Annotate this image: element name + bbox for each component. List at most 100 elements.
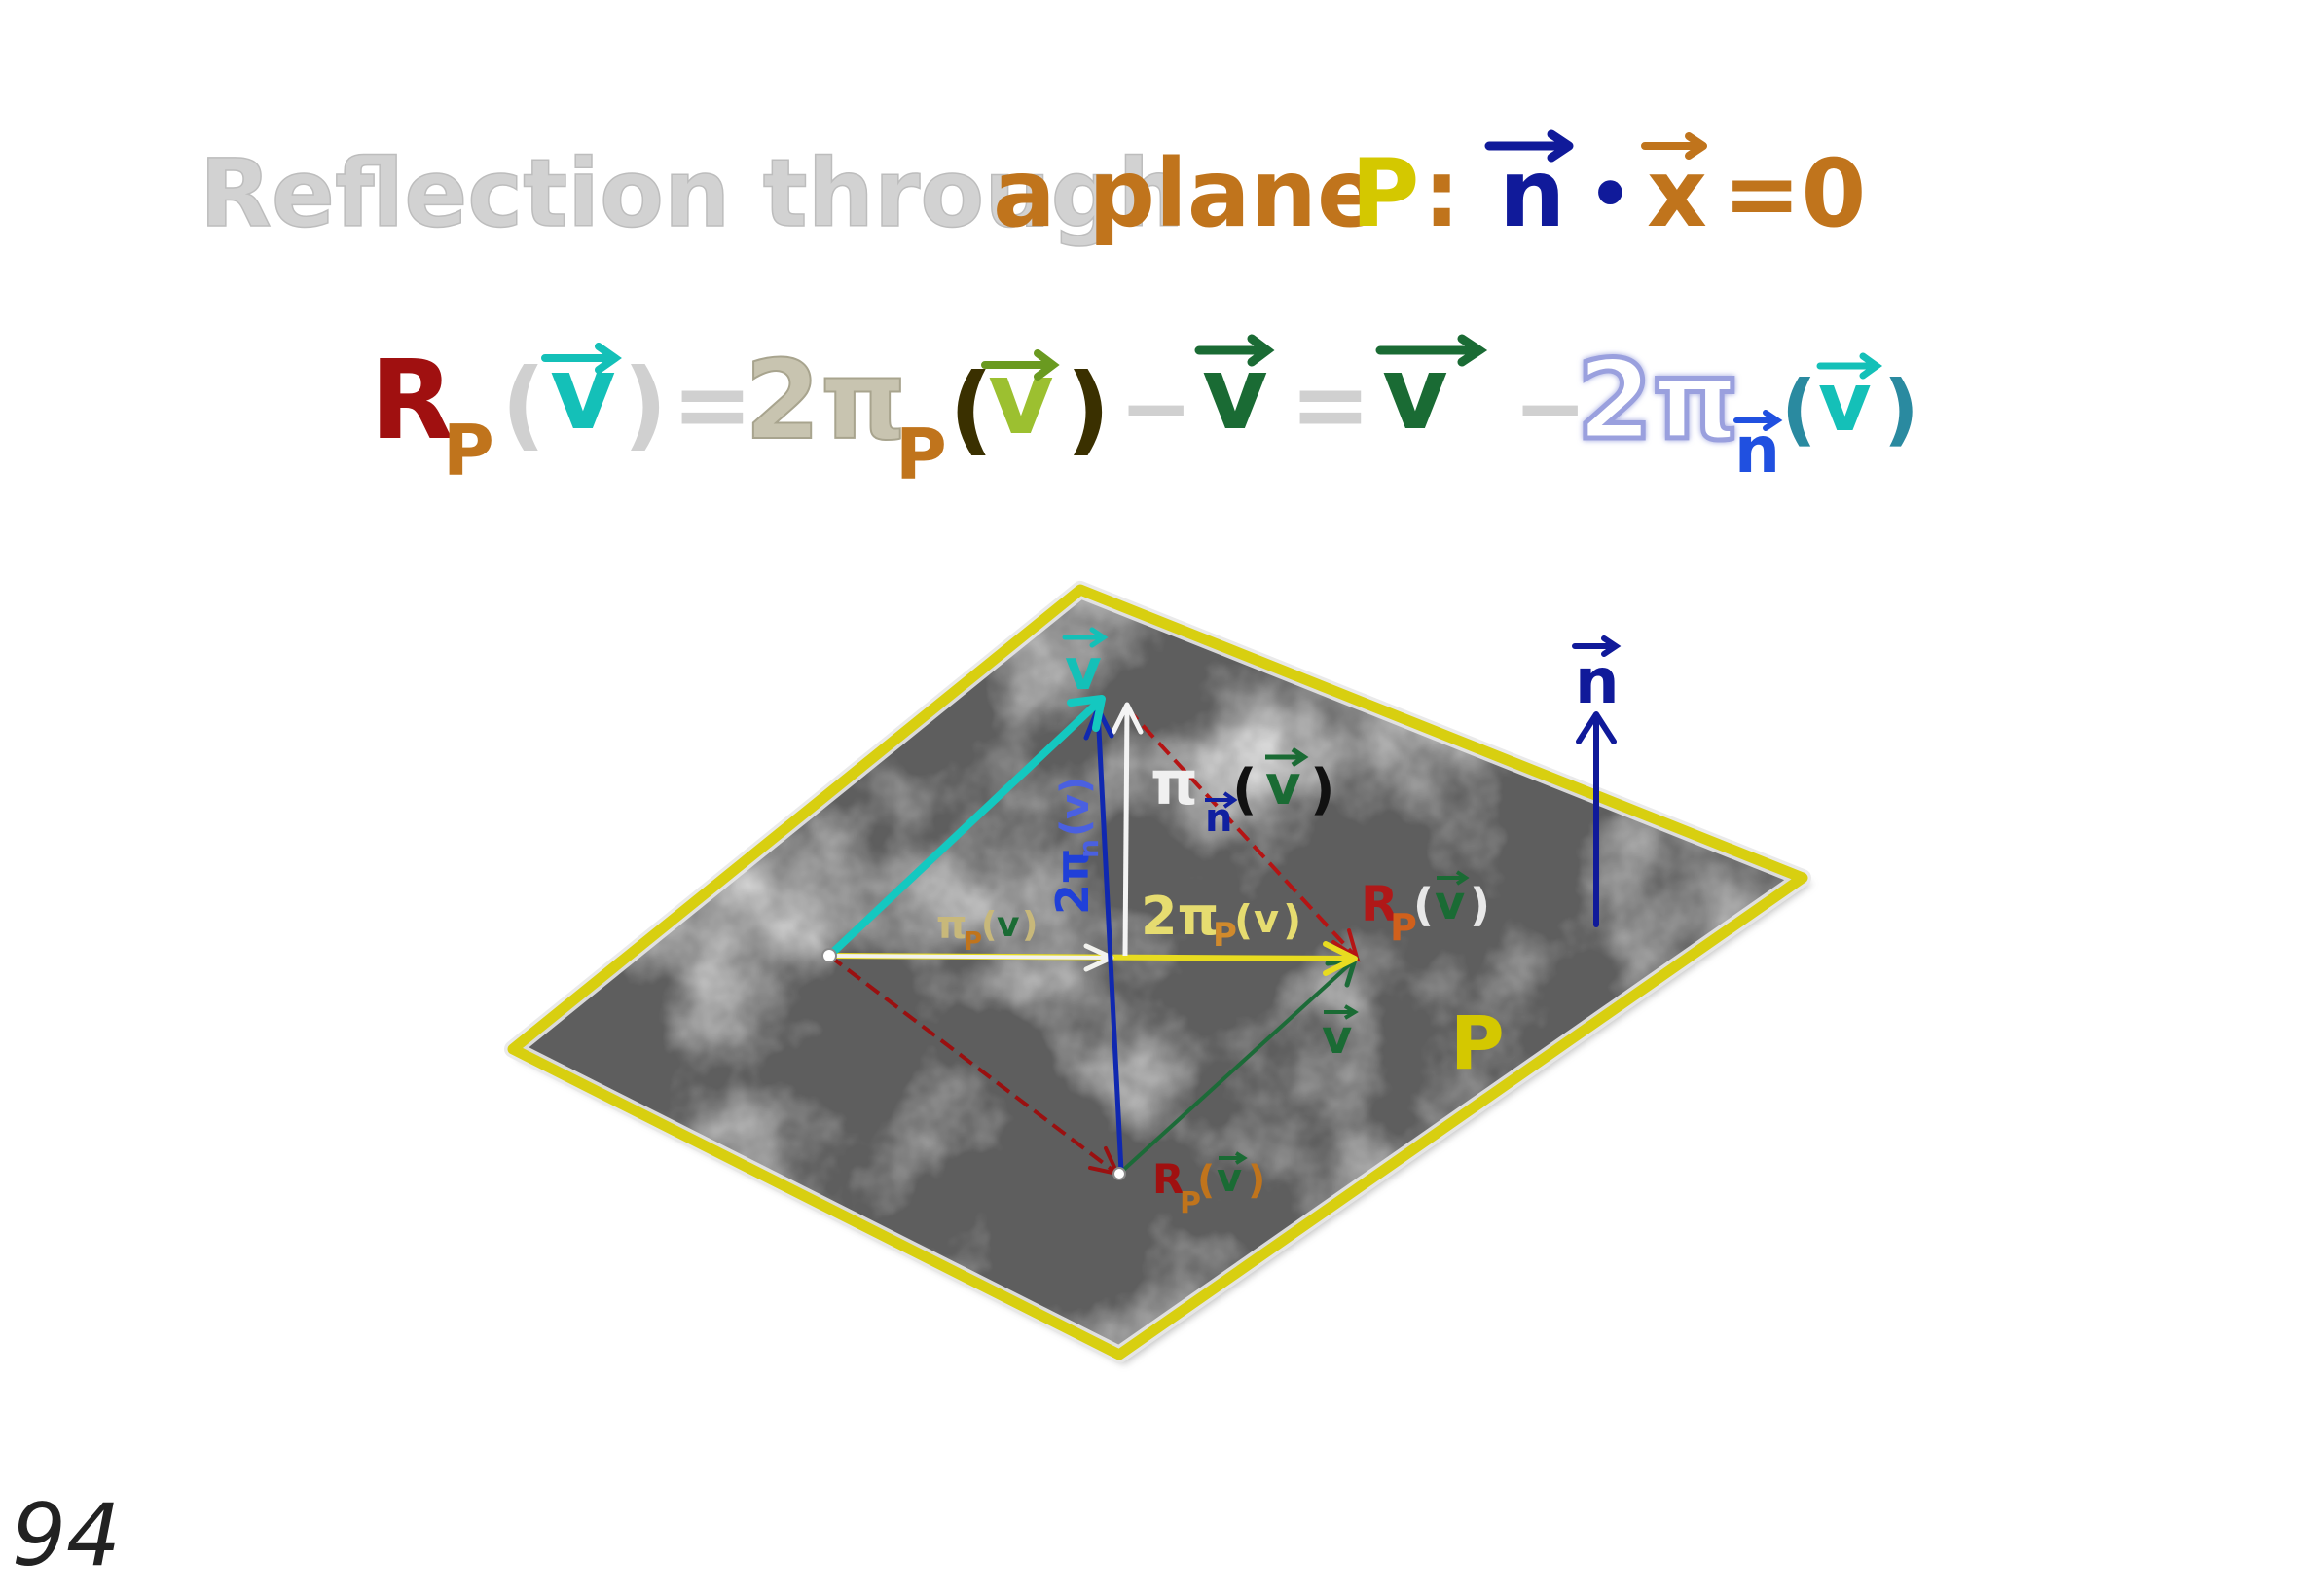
- svg-text:): ): [1310, 758, 1335, 821]
- formula-lparen-2: (: [949, 352, 994, 466]
- vector-arrow-icon: [1324, 1004, 1359, 1020]
- svg-text:2π: 2π: [1141, 886, 1219, 947]
- arrowhead-icon: [1323, 941, 1358, 976]
- title-dot: •: [1588, 155, 1632, 235]
- vector-arrow-icon: [1205, 791, 1238, 809]
- vector-arrow-icon: [1572, 635, 1622, 657]
- title-a-plane: a plane: [993, 139, 1380, 248]
- title-normal-vector: n: [1484, 129, 1574, 248]
- formula-v-4: v: [1375, 334, 1488, 453]
- svg-text:(: (: [1232, 758, 1258, 821]
- formula-rparen-1: ): [623, 347, 668, 461]
- vector-arrow-icon: [1816, 352, 1883, 380]
- formula-lparen-1: (: [501, 347, 546, 461]
- label-v-top: v: [1062, 627, 1109, 703]
- svg-text:v: v: [997, 905, 1019, 945]
- svg-text:v: v: [1254, 897, 1279, 942]
- page-number: 94: [12, 1485, 121, 1585]
- svg-text:v: v: [1065, 636, 1102, 703]
- svg-text:π: π: [1150, 747, 1198, 818]
- plane-yellow-border: [507, 584, 1808, 1360]
- svg-text:n: n: [1073, 839, 1105, 858]
- formula-lparen-3: (: [1781, 364, 1817, 454]
- svg-text:v: v: [1322, 1010, 1352, 1065]
- svg-text:π: π: [936, 903, 967, 948]
- formula-v-1: v: [541, 334, 622, 453]
- label-pi-P-v: π P ( v ): [936, 903, 1038, 957]
- formula-v-3: v: [1194, 334, 1275, 453]
- vector-arrow-icon: [1375, 334, 1488, 367]
- vector-arrow-icon: [1062, 627, 1109, 648]
- svg-text:): ): [1248, 1158, 1265, 1203]
- reflected-point: [1112, 1167, 1126, 1180]
- vector-arrow-icon: [981, 349, 1060, 381]
- svg-text:): ): [1470, 879, 1490, 931]
- title-x-vector: x: [1641, 132, 1707, 248]
- vector-arrow-icon: [1219, 1151, 1248, 1165]
- normal-vector-n: n: [1572, 635, 1622, 927]
- label-R-P-v-bottom: R P ( v ): [1152, 1151, 1265, 1220]
- vector-arrow-icon: [1641, 132, 1707, 160]
- label-pi-n-v: π n ( v ): [1150, 746, 1335, 841]
- svg-text:(: (: [1413, 879, 1434, 931]
- normal-n-label: n: [1575, 646, 1620, 718]
- formula-2pi-n: 2π: [1577, 338, 1739, 464]
- arrowhead-icon: [1067, 695, 1106, 732]
- vector-arrow-icon: [541, 343, 622, 374]
- diagram-labels: v π n ( v ) 2π n ( v ) π P ( v ): [936, 627, 1505, 1220]
- formula-R-subscript-P: P: [443, 410, 494, 491]
- svg-text:v: v: [1053, 794, 1098, 819]
- title-plane-P: P: [1351, 139, 1419, 248]
- svg-text:R: R: [1361, 876, 1399, 932]
- formula-R: R: [370, 338, 454, 464]
- reflection-formula: R P ( v ) = 2π P ( v ) − v = v − 2π n: [370, 334, 1919, 495]
- formula-pi-subscript-P: P: [895, 414, 947, 495]
- label-R-P-v-right: R P ( v ): [1361, 870, 1490, 949]
- formula-2pi-P: 2π: [745, 338, 907, 464]
- title-colon: :: [1423, 139, 1460, 248]
- svg-text:v: v: [1435, 876, 1465, 930]
- svg-text:): ): [1283, 896, 1301, 944]
- svg-text:P: P: [964, 927, 982, 957]
- vector-arrow-icon: [1265, 746, 1309, 768]
- vector-arrow-icon: [1194, 334, 1275, 367]
- svg-text:P: P: [1180, 1186, 1201, 1220]
- arrowhead-icon: [1576, 711, 1617, 744]
- v-vector-teal: [825, 695, 1106, 960]
- origin-point: [821, 948, 837, 963]
- plane-label-P: P: [1450, 999, 1505, 1086]
- svg-text:): ): [1053, 777, 1098, 794]
- svg-text:R: R: [1152, 1155, 1184, 1203]
- arrowhead-icon: [1111, 702, 1144, 735]
- title-x: x: [1647, 139, 1707, 248]
- label-v-green: v: [1322, 1004, 1359, 1065]
- formula-pi-subscript-n: n: [1733, 410, 1783, 488]
- formula-equals-1: =: [672, 347, 753, 461]
- formula-equals-2: =: [1290, 347, 1371, 461]
- formula-minus-2: −: [1513, 357, 1586, 459]
- title: Reflection through a plane P : n • x =0: [199, 129, 1866, 249]
- formula-rparen-2: ): [1066, 352, 1111, 466]
- vector-arrow-icon: [1484, 129, 1574, 163]
- label-2pi-n-v-rotated: 2π n ( v ): [1046, 777, 1105, 915]
- formula-minus-1: −: [1119, 357, 1192, 459]
- svg-text:(: (: [981, 905, 997, 945]
- svg-text:P: P: [1213, 916, 1237, 955]
- svg-text:P: P: [1390, 906, 1417, 949]
- svg-text:2π: 2π: [1046, 849, 1099, 915]
- formula-v-5: v: [1816, 352, 1883, 450]
- title-reflection-through: Reflection through: [200, 139, 1185, 248]
- title-equals-zero: =0: [1723, 139, 1866, 248]
- formula-v-2: v: [981, 339, 1060, 457]
- svg-text:): ): [1022, 905, 1038, 945]
- formula-rparen-3: ): [1883, 364, 1919, 454]
- svg-text:(: (: [1053, 819, 1098, 837]
- svg-text:v: v: [1818, 354, 1872, 450]
- svg-text:(: (: [1197, 1158, 1215, 1203]
- svg-text:(: (: [1234, 896, 1253, 944]
- vector-arrow-icon: [1733, 410, 1783, 431]
- label-2pi-P-v: 2π P ( v ): [1141, 886, 1301, 955]
- pi-n-vector-white: [1111, 702, 1144, 957]
- vector-arrow-icon: [1437, 870, 1470, 886]
